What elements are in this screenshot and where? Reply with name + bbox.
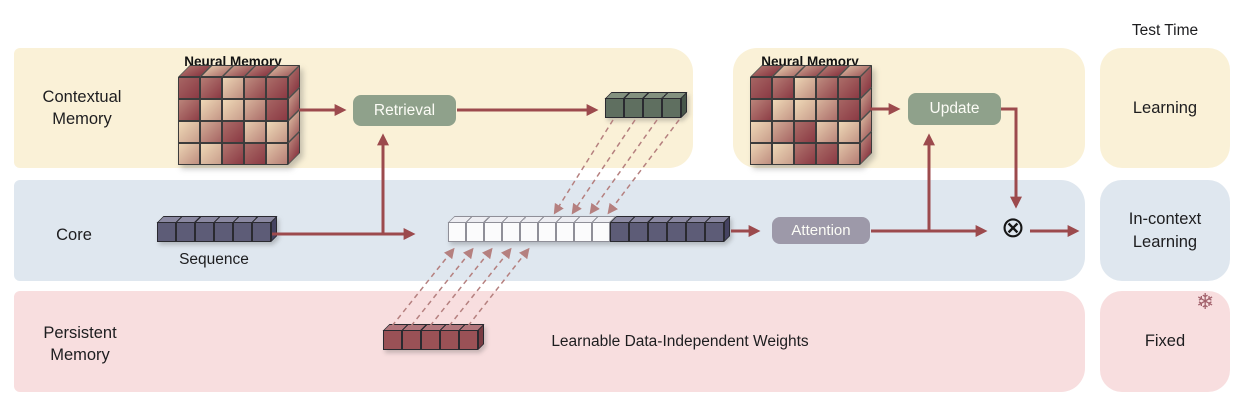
persistent-weight-blocks [382, 324, 485, 350]
attention-node: Attention [772, 217, 870, 244]
in-context-learning-box: In-context Learning [1100, 180, 1230, 281]
persistent-memory-band [14, 291, 1085, 392]
neural-memory-cube-left [178, 65, 300, 165]
retrieval-node: Retrieval [353, 95, 456, 126]
contextual-memory-label: Contextual Memory [42, 88, 122, 129]
sequence-blocks [156, 216, 278, 242]
persistent-memory-label: Persistent Memory [43, 324, 117, 365]
context-token-blocks [447, 216, 617, 242]
test-time-header: Test Time [1131, 22, 1199, 39]
update-node: Update [908, 93, 1001, 125]
core-label: Core [56, 226, 92, 244]
context-sequence-blocks [609, 216, 731, 242]
neural-memory-cube-right [750, 65, 872, 165]
fixed-box: Fixed [1100, 291, 1230, 392]
retrieved-memory-blocks [604, 92, 688, 118]
sequence-label: Sequence [179, 251, 249, 268]
learning-box: Learning [1100, 48, 1230, 168]
persistent-weights-label: Learnable Data-Independent Weights [551, 333, 809, 350]
snowflake-icon: ❄ [1196, 290, 1215, 315]
multiply-icon: ⊗ [1000, 210, 1026, 244]
